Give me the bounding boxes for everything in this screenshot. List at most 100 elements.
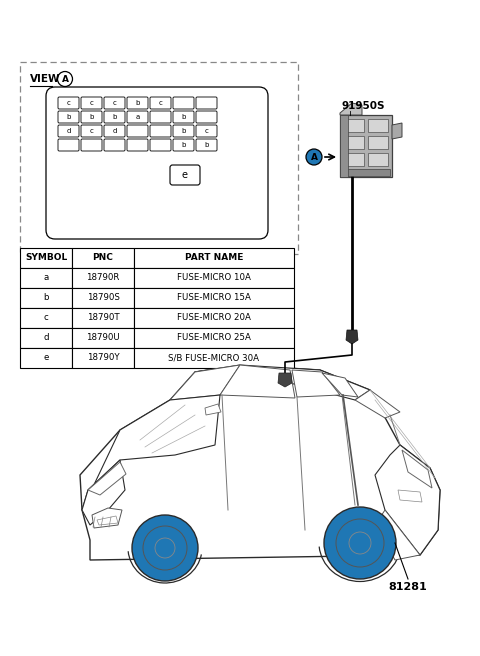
Text: A: A bbox=[61, 75, 69, 83]
Bar bbox=[134, 288, 294, 308]
FancyBboxPatch shape bbox=[46, 87, 268, 239]
FancyBboxPatch shape bbox=[81, 139, 102, 151]
Text: c: c bbox=[90, 100, 94, 106]
Bar bbox=[20, 288, 72, 308]
Polygon shape bbox=[185, 365, 370, 400]
Polygon shape bbox=[355, 390, 400, 418]
Text: FUSE-MICRO 10A: FUSE-MICRO 10A bbox=[177, 274, 251, 283]
Polygon shape bbox=[340, 103, 362, 115]
Polygon shape bbox=[402, 450, 432, 488]
Polygon shape bbox=[88, 462, 126, 495]
Bar bbox=[72, 268, 134, 288]
Bar bbox=[134, 308, 294, 328]
Bar bbox=[340, 115, 392, 177]
FancyBboxPatch shape bbox=[127, 139, 148, 151]
Bar bbox=[20, 348, 72, 368]
Text: c: c bbox=[44, 314, 48, 323]
Bar bbox=[342, 169, 390, 176]
Text: b: b bbox=[181, 114, 186, 120]
Bar bbox=[368, 136, 388, 149]
FancyBboxPatch shape bbox=[104, 139, 125, 151]
Text: e: e bbox=[43, 354, 48, 363]
Text: b: b bbox=[89, 114, 94, 120]
Text: b: b bbox=[66, 114, 71, 120]
FancyBboxPatch shape bbox=[170, 165, 200, 185]
Text: SYMBOL: SYMBOL bbox=[25, 253, 67, 262]
Polygon shape bbox=[346, 330, 358, 344]
Bar bbox=[134, 248, 294, 268]
Polygon shape bbox=[80, 365, 440, 560]
FancyBboxPatch shape bbox=[81, 97, 102, 109]
Bar bbox=[72, 288, 134, 308]
Polygon shape bbox=[205, 404, 221, 415]
Bar bbox=[344, 136, 364, 149]
Text: PART NAME: PART NAME bbox=[185, 253, 243, 262]
Polygon shape bbox=[292, 370, 340, 397]
Bar bbox=[344, 153, 364, 166]
Bar bbox=[340, 115, 348, 177]
Bar bbox=[20, 328, 72, 348]
Bar bbox=[134, 348, 294, 368]
Bar bbox=[134, 268, 294, 288]
FancyBboxPatch shape bbox=[196, 97, 217, 109]
Text: A: A bbox=[311, 152, 317, 161]
Bar bbox=[344, 119, 364, 132]
Circle shape bbox=[349, 532, 371, 554]
Text: 81281: 81281 bbox=[389, 582, 427, 592]
Text: b: b bbox=[112, 114, 117, 120]
FancyBboxPatch shape bbox=[150, 139, 171, 151]
FancyBboxPatch shape bbox=[58, 97, 79, 109]
Text: a: a bbox=[43, 274, 48, 283]
Circle shape bbox=[306, 149, 322, 165]
FancyBboxPatch shape bbox=[104, 111, 125, 123]
FancyBboxPatch shape bbox=[127, 97, 148, 109]
Text: FUSE-MICRO 20A: FUSE-MICRO 20A bbox=[177, 314, 251, 323]
Circle shape bbox=[155, 538, 175, 558]
Text: b: b bbox=[181, 128, 186, 134]
FancyBboxPatch shape bbox=[173, 97, 194, 109]
Polygon shape bbox=[398, 490, 422, 502]
FancyBboxPatch shape bbox=[196, 111, 217, 123]
FancyBboxPatch shape bbox=[58, 139, 79, 151]
Text: FUSE-MICRO 25A: FUSE-MICRO 25A bbox=[177, 333, 251, 342]
FancyBboxPatch shape bbox=[104, 97, 125, 109]
FancyBboxPatch shape bbox=[127, 125, 148, 137]
Polygon shape bbox=[375, 445, 440, 555]
FancyBboxPatch shape bbox=[81, 111, 102, 123]
Bar bbox=[368, 153, 388, 166]
FancyBboxPatch shape bbox=[58, 125, 79, 137]
Circle shape bbox=[324, 507, 396, 579]
Text: e: e bbox=[182, 170, 188, 180]
Polygon shape bbox=[220, 365, 295, 398]
Bar bbox=[20, 308, 72, 328]
Text: b: b bbox=[181, 142, 186, 148]
Circle shape bbox=[336, 519, 384, 567]
Text: c: c bbox=[90, 128, 94, 134]
Polygon shape bbox=[392, 123, 402, 139]
FancyBboxPatch shape bbox=[173, 125, 194, 137]
Text: 18790S: 18790S bbox=[86, 293, 120, 302]
Text: c: c bbox=[67, 100, 71, 106]
FancyBboxPatch shape bbox=[127, 111, 148, 123]
FancyBboxPatch shape bbox=[173, 139, 194, 151]
Text: c: c bbox=[204, 128, 208, 134]
Text: c: c bbox=[113, 100, 117, 106]
Polygon shape bbox=[375, 510, 420, 560]
Text: 18790U: 18790U bbox=[86, 333, 120, 342]
Polygon shape bbox=[97, 516, 118, 525]
Bar bbox=[72, 248, 134, 268]
Text: a: a bbox=[135, 114, 140, 120]
Text: d: d bbox=[43, 333, 49, 342]
Polygon shape bbox=[170, 365, 240, 400]
Bar bbox=[72, 308, 134, 328]
Bar bbox=[20, 62, 298, 254]
Polygon shape bbox=[82, 460, 125, 525]
Text: FUSE-MICRO 15A: FUSE-MICRO 15A bbox=[177, 293, 251, 302]
Text: S/B FUSE-MICRO 30A: S/B FUSE-MICRO 30A bbox=[168, 354, 260, 363]
Text: 18790R: 18790R bbox=[86, 274, 120, 283]
Text: 91950S: 91950S bbox=[342, 101, 385, 111]
Bar bbox=[20, 268, 72, 288]
Text: b: b bbox=[43, 293, 49, 302]
Text: d: d bbox=[66, 128, 71, 134]
FancyBboxPatch shape bbox=[150, 125, 171, 137]
